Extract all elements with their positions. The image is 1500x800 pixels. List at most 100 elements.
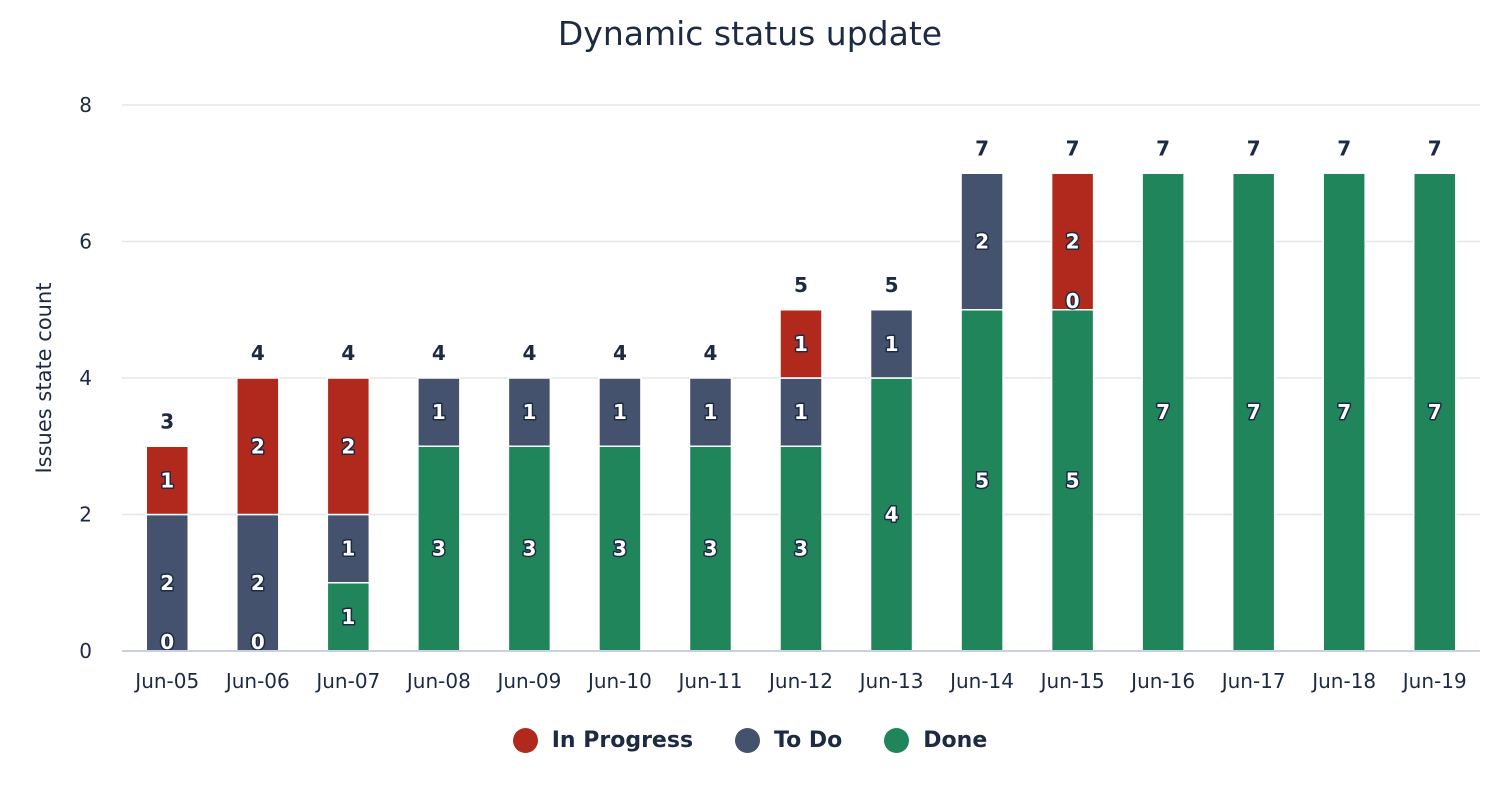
legend-label: Done [923,728,988,753]
x-tick-label: Jun-15 [1039,669,1105,693]
legend-swatch [884,728,910,753]
segment-data-label: 5 [975,468,989,492]
segment-data-label: 2 [1066,230,1080,254]
stack-total-label: 4 [704,341,718,365]
x-tick-label: Jun-05 [133,669,199,693]
bar-segment[interactable] [1322,172,1366,652]
legend: In Progress To Do Done [0,728,1500,753]
stack-total-label: 4 [251,341,265,365]
segment-data-label: 7 [1337,400,1351,424]
x-tick-label: Jun-13 [858,669,924,693]
x-tick-label: Jun-08 [405,669,471,693]
segment-data-label: 1 [341,605,355,629]
bar-segment[interactable] [688,377,733,447]
bar-segment[interactable] [779,445,823,652]
segment-data-label: 1 [160,468,174,492]
bar-segment[interactable] [417,445,461,652]
legend-swatch [512,728,538,753]
x-tick-label: Jun-06 [224,669,290,693]
legend-item[interactable]: In Progress [512,728,694,753]
y-tick-label: 0 [79,639,92,663]
stack-total-label: 4 [522,341,536,365]
stack-total-label: 5 [794,273,808,297]
bar-segment[interactable] [960,172,1004,311]
segment-data-label: 0 [160,630,174,654]
legend-swatch [735,728,761,753]
bar-segment[interactable] [960,309,1004,652]
bar-segment[interactable] [417,377,461,447]
segment-data-label: 1 [704,400,718,424]
x-tick-label: Jun-07 [314,669,380,693]
bar-segment[interactable] [507,377,552,447]
stack-total-label: 5 [885,273,899,297]
bar-segment[interactable] [1412,172,1457,652]
stack-total-label: 4 [432,341,446,365]
bar-segment[interactable] [869,309,914,379]
y-tick-label: 2 [79,503,92,527]
legend-label: To Do [774,728,843,753]
bar-segment[interactable] [598,445,642,652]
x-tick-label: Jun-16 [1129,669,1195,693]
x-tick-label: Jun-17 [1220,669,1286,693]
x-tick-label: Jun-14 [948,669,1014,693]
data-labels: 0 2 1 3 0 2 2 4 1 1 2 4 3 1 4 3 1 4 3 1 4 3 1 4 3 1 1 5 4 1 5 5 2 7 5 0 2 7 7 7… [159,136,1443,655]
x-tick-label: Jun-18 [1310,669,1376,693]
bar-segment[interactable] [1050,309,1095,652]
stack-total-label: 7 [1156,136,1170,160]
bar-segment[interactable] [688,445,733,652]
stack-total-label: 3 [160,409,174,433]
bar-segment[interactable] [326,582,371,652]
bar-segment[interactable] [145,445,190,516]
segment-data-label: 7 [1428,400,1442,424]
axes: 0 2 4 6 8 Jun-05 Jun-06 Jun-07 Jun-08 Jun-09 Jun-1… [79,93,1480,693]
stack-total-label: 7 [1337,136,1351,160]
segment-data-label: 2 [160,571,174,595]
segment-data-label: 0 [1066,289,1080,313]
legend-item[interactable]: To Do [735,728,842,753]
legend-item[interactable]: Done [884,728,987,753]
segment-data-label: 4 [885,503,899,527]
bar-segment[interactable] [1050,172,1095,311]
segment-data-label: 2 [341,434,355,458]
bar-segment[interactable] [598,377,642,447]
segment-data-label: 3 [613,537,627,561]
stack-total-label: 7 [1428,136,1442,160]
segment-data-label: 1 [341,537,355,561]
x-tick-label: Jun-09 [495,669,561,693]
y-tick-label: 4 [79,366,92,390]
segment-data-label: 3 [522,537,536,561]
bar-segment[interactable] [236,377,280,516]
segment-data-label: 3 [704,537,718,561]
segment-data-label: 3 [794,537,808,561]
segment-data-label: 1 [885,332,899,356]
bar-segment[interactable] [507,445,552,652]
chart-title: Dynamic status update [557,14,943,53]
x-tick-label: Jun-10 [586,669,652,693]
segment-data-label: 1 [522,400,536,424]
bar-segment[interactable] [779,377,823,447]
bar-segment[interactable] [326,513,371,584]
segment-data-label: 7 [1156,400,1170,424]
legend-label: In Progress [551,728,694,753]
segment-data-label: 1 [794,332,808,356]
segment-data-label: 0 [251,630,265,654]
segment-data-label: 2 [251,434,265,458]
bar-segment[interactable] [326,377,371,516]
segment-data-label: 2 [251,571,265,595]
x-tick-label: Jun-19 [1401,669,1467,693]
segment-data-label: 1 [794,400,808,424]
bar-segment[interactable] [236,513,280,652]
x-tick-label: Jun-12 [767,669,833,693]
bars [145,172,1457,652]
segment-data-label: 3 [432,537,446,561]
y-tick-label: 6 [79,230,92,254]
segment-data-label: 2 [975,230,989,254]
segment-data-label: 7 [1247,400,1261,424]
stack-total-label: 7 [1066,136,1080,160]
bar-segment[interactable] [779,309,823,379]
segment-data-label: 1 [613,400,627,424]
stack-total-label: 7 [1247,136,1261,160]
segment-data-label: 5 [1066,468,1080,492]
